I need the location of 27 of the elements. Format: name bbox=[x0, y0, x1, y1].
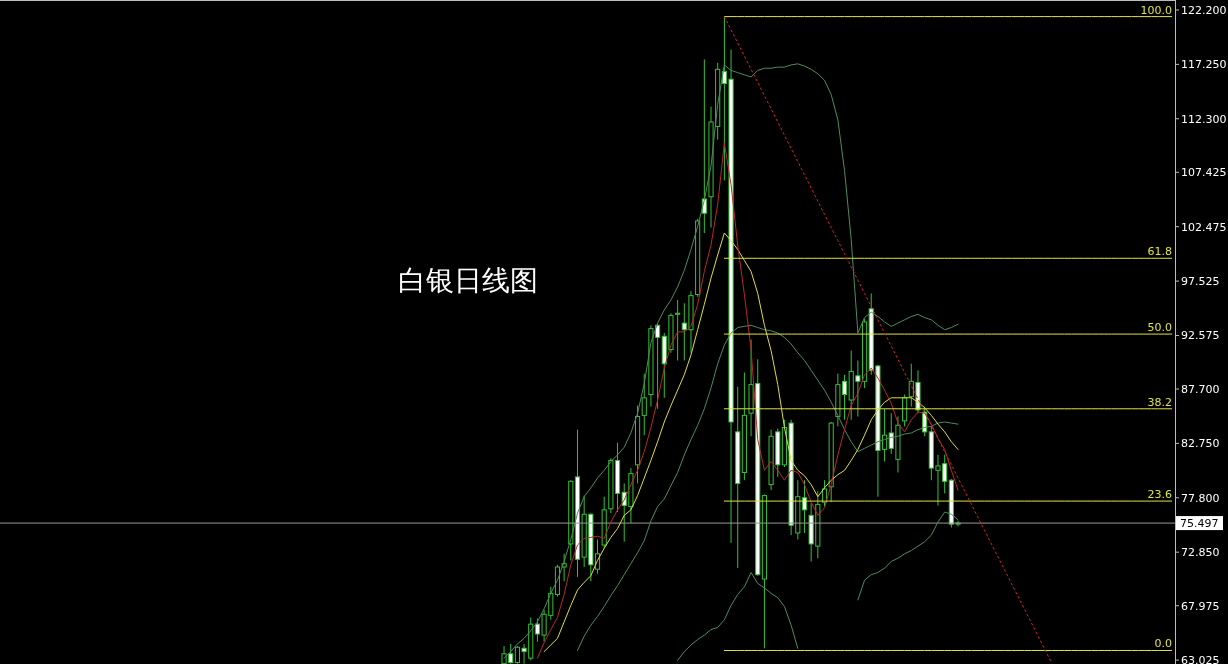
series-label: 50.0 bbox=[1147, 321, 1172, 335]
y-tick-label: 117.250 bbox=[1181, 58, 1227, 72]
series-label: 61.8 bbox=[1147, 245, 1172, 259]
series-label: 38.2 bbox=[1147, 395, 1172, 409]
line-series bbox=[723, 16, 1052, 664]
candlestick bbox=[902, 394, 908, 427]
y-tick-label: 72.850 bbox=[1181, 546, 1220, 560]
y-tick-label: 82.750 bbox=[1181, 437, 1220, 451]
y-tick-label: 63.025 bbox=[1181, 654, 1220, 664]
y-tick-label: 77.800 bbox=[1181, 491, 1220, 505]
series-label: 0.0 bbox=[1154, 637, 1172, 651]
y-tick-label: 92.575 bbox=[1181, 329, 1220, 343]
ref-line-label: 75.497 bbox=[1180, 517, 1219, 531]
y-tick-label: 107.425 bbox=[1181, 166, 1227, 180]
candlestick bbox=[675, 299, 681, 361]
y-tick-label: 122.200 bbox=[1181, 4, 1227, 17]
y-tick-label: 112.300 bbox=[1181, 112, 1227, 126]
series-label: 100.0 bbox=[1140, 3, 1172, 17]
y-tick-label: 67.975 bbox=[1181, 599, 1220, 613]
text: 白银日线图 bbox=[398, 264, 539, 298]
series-label: 23.6 bbox=[1147, 488, 1172, 502]
line-series bbox=[576, 324, 959, 651]
candlestick bbox=[641, 373, 647, 436]
y-tick-label: 87.700 bbox=[1181, 383, 1220, 397]
y-tick-label: 97.525 bbox=[1181, 275, 1220, 289]
line-series bbox=[536, 142, 959, 659]
y-tick-label: 102.475 bbox=[1181, 220, 1227, 234]
